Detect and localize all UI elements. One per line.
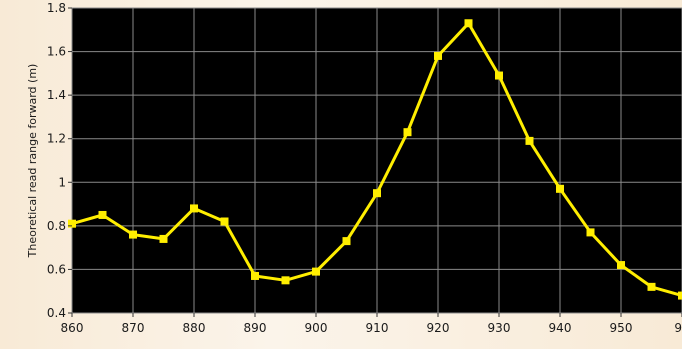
series-layer: [68, 19, 682, 300]
x-tick-label: 890: [244, 321, 267, 335]
data-point-885: [220, 217, 229, 226]
data-point-945: [586, 228, 595, 237]
data-point-890: [251, 271, 259, 280]
data-point-935: [525, 136, 534, 145]
data-point-920: [434, 51, 442, 60]
y-tick-label: 1.2: [47, 132, 66, 146]
data-point-960: [678, 291, 682, 300]
data-point-915: [403, 128, 412, 137]
data-point-880: [190, 204, 198, 213]
y-tick-label: 0.4: [47, 306, 66, 320]
x-tick-label: 950: [610, 321, 633, 335]
data-point-950: [617, 261, 625, 270]
x-tick-label: 9: [674, 321, 682, 335]
data-point-895: [281, 276, 290, 285]
x-tick-label: 940: [549, 321, 572, 335]
x-tick-label: 930: [488, 321, 511, 335]
x-tick-label: 880: [183, 321, 206, 335]
data-point-925: [464, 19, 473, 28]
x-tick-label: 920: [427, 321, 450, 335]
y-axis-title: Theoretical read range forward (m): [26, 64, 39, 259]
y-axis-ticks: 0.4 0.6 0.8 1 1.2 1.4 1.6 1.8: [47, 1, 72, 320]
y-tick-label: 0.8: [47, 219, 66, 233]
x-axis-ticks: 860 870 880 890 900 910 920 930 940 950 9: [61, 313, 682, 335]
data-point-940: [556, 184, 564, 193]
data-point-865: [98, 210, 107, 219]
data-point-860: [68, 219, 76, 228]
x-tick-label: 870: [122, 321, 145, 335]
data-point-875: [159, 234, 168, 243]
y-tick-label: 0.6: [47, 262, 66, 276]
y-tick-label: 1.4: [47, 88, 66, 102]
x-tick-label: 910: [366, 321, 389, 335]
x-tick-label: 900: [305, 321, 328, 335]
data-point-900: [312, 267, 320, 276]
x-tick-label: 860: [61, 321, 84, 335]
y-tick-label: 1: [58, 175, 66, 189]
data-point-910: [373, 189, 381, 198]
y-tick-label: 1.8: [47, 1, 66, 15]
y-tick-label: 1.6: [47, 45, 66, 59]
data-point-905: [342, 237, 351, 246]
data-point-930: [495, 71, 503, 80]
data-point-870: [129, 230, 137, 239]
data-point-955: [647, 282, 656, 291]
